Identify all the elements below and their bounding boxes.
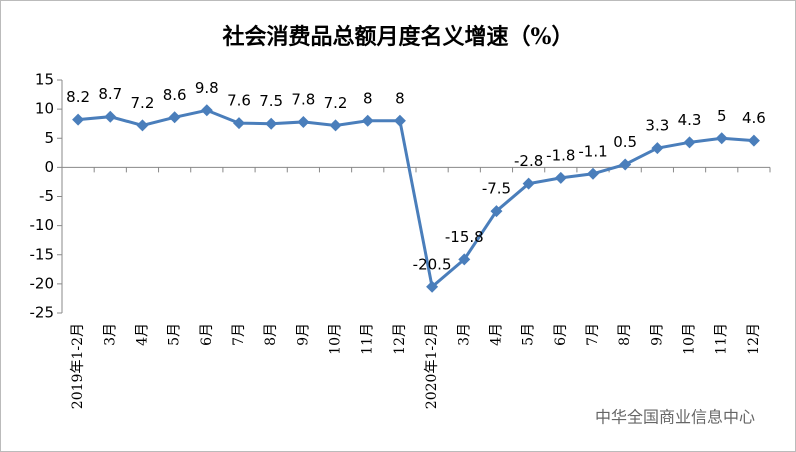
data-label: -15.8: [445, 228, 484, 246]
data-label: 4.6: [742, 109, 766, 127]
x-tick-label: 8月: [263, 323, 279, 346]
x-tick-label: 9月: [295, 323, 311, 346]
x-tick-label: 10月: [328, 323, 344, 355]
point-marker: [747, 134, 760, 147]
x-tick-label: 2020年1-2月: [424, 323, 440, 409]
y-tick-label: -25: [30, 304, 55, 322]
data-label: -1.1: [578, 142, 607, 160]
data-label: -7.5: [482, 180, 511, 198]
point-marker: [554, 171, 567, 184]
data-label: -2.8: [514, 152, 543, 170]
watermark: 中华全国商业信息中心: [595, 408, 755, 427]
y-tick-label: 5: [44, 129, 54, 147]
point-marker: [104, 110, 117, 123]
x-tick-label: 4月: [134, 323, 150, 346]
data-label: 8: [395, 89, 405, 107]
x-tick-label: 8月: [617, 323, 633, 346]
y-tick-label: 15: [35, 71, 54, 89]
y-tick-label: 10: [35, 100, 54, 118]
x-tick-label: 9月: [649, 323, 665, 346]
point-marker: [233, 117, 245, 130]
point-marker: [426, 280, 439, 293]
data-label: 9.8: [195, 79, 219, 97]
data-label: 7.8: [291, 90, 315, 108]
x-tick-label: 10月: [682, 323, 698, 355]
data-label: -1.8: [546, 146, 575, 164]
x-tick-label: 4月: [488, 323, 504, 346]
data-label: 7.5: [259, 92, 283, 110]
x-tick-label: 5月: [521, 323, 537, 346]
y-tick-label: -15: [30, 245, 55, 263]
y-tick-label: -5: [39, 187, 54, 205]
point-marker: [587, 167, 599, 180]
x-tick-label: 6月: [199, 323, 215, 346]
point-marker: [361, 114, 374, 127]
point-marker: [683, 136, 696, 149]
data-label: 3.3: [645, 117, 669, 135]
x-tick-label: 3月: [102, 323, 118, 346]
point-marker: [136, 119, 149, 132]
y-tick-label: -10: [30, 216, 55, 234]
series-line: [77, 108, 755, 290]
data-label: 7.6: [227, 92, 251, 110]
data-label: 8.7: [98, 85, 122, 103]
x-tick-label: 12月: [746, 323, 762, 355]
x-tick-label: 3月: [456, 323, 472, 346]
point-marker: [522, 177, 535, 190]
point-marker: [265, 117, 278, 130]
data-label: -20.5: [413, 255, 452, 273]
point-marker: [458, 253, 471, 266]
point-marker: [329, 119, 342, 132]
chart-title: 社会消费品总额月度名义增速（%）: [223, 24, 574, 50]
data-label: 5: [717, 107, 727, 125]
point-marker: [715, 132, 728, 145]
data-label: 8: [363, 89, 373, 107]
x-tick-label: 7月: [585, 323, 601, 346]
x-tick-label: 12月: [392, 323, 408, 355]
point-marker: [490, 205, 503, 218]
point-marker: [393, 114, 406, 127]
x-tick-label: 7月: [231, 323, 247, 346]
point-marker: [200, 104, 213, 117]
x-tick-label: 6月: [553, 323, 569, 346]
data-label: 8.2: [66, 88, 90, 106]
point-marker: [619, 158, 632, 171]
data-label: 4.3: [678, 111, 702, 129]
point-marker: [168, 111, 181, 124]
point-marker: [651, 142, 664, 155]
y-tick-label: 0: [44, 158, 54, 176]
data-label: 7.2: [324, 94, 348, 112]
x-tick-label: 5月: [167, 323, 183, 346]
data-label: 7.2: [131, 94, 155, 112]
point-marker: [72, 113, 85, 126]
point-marker: [297, 115, 310, 128]
x-tick-label: 11月: [714, 323, 730, 355]
data-label: 0.5: [613, 133, 637, 151]
x-tick-label: 11月: [360, 323, 376, 355]
data-label: 8.6: [163, 86, 187, 104]
y-tick-label: -20: [30, 274, 55, 292]
x-tick-label: 2019年1-2月: [70, 323, 86, 409]
